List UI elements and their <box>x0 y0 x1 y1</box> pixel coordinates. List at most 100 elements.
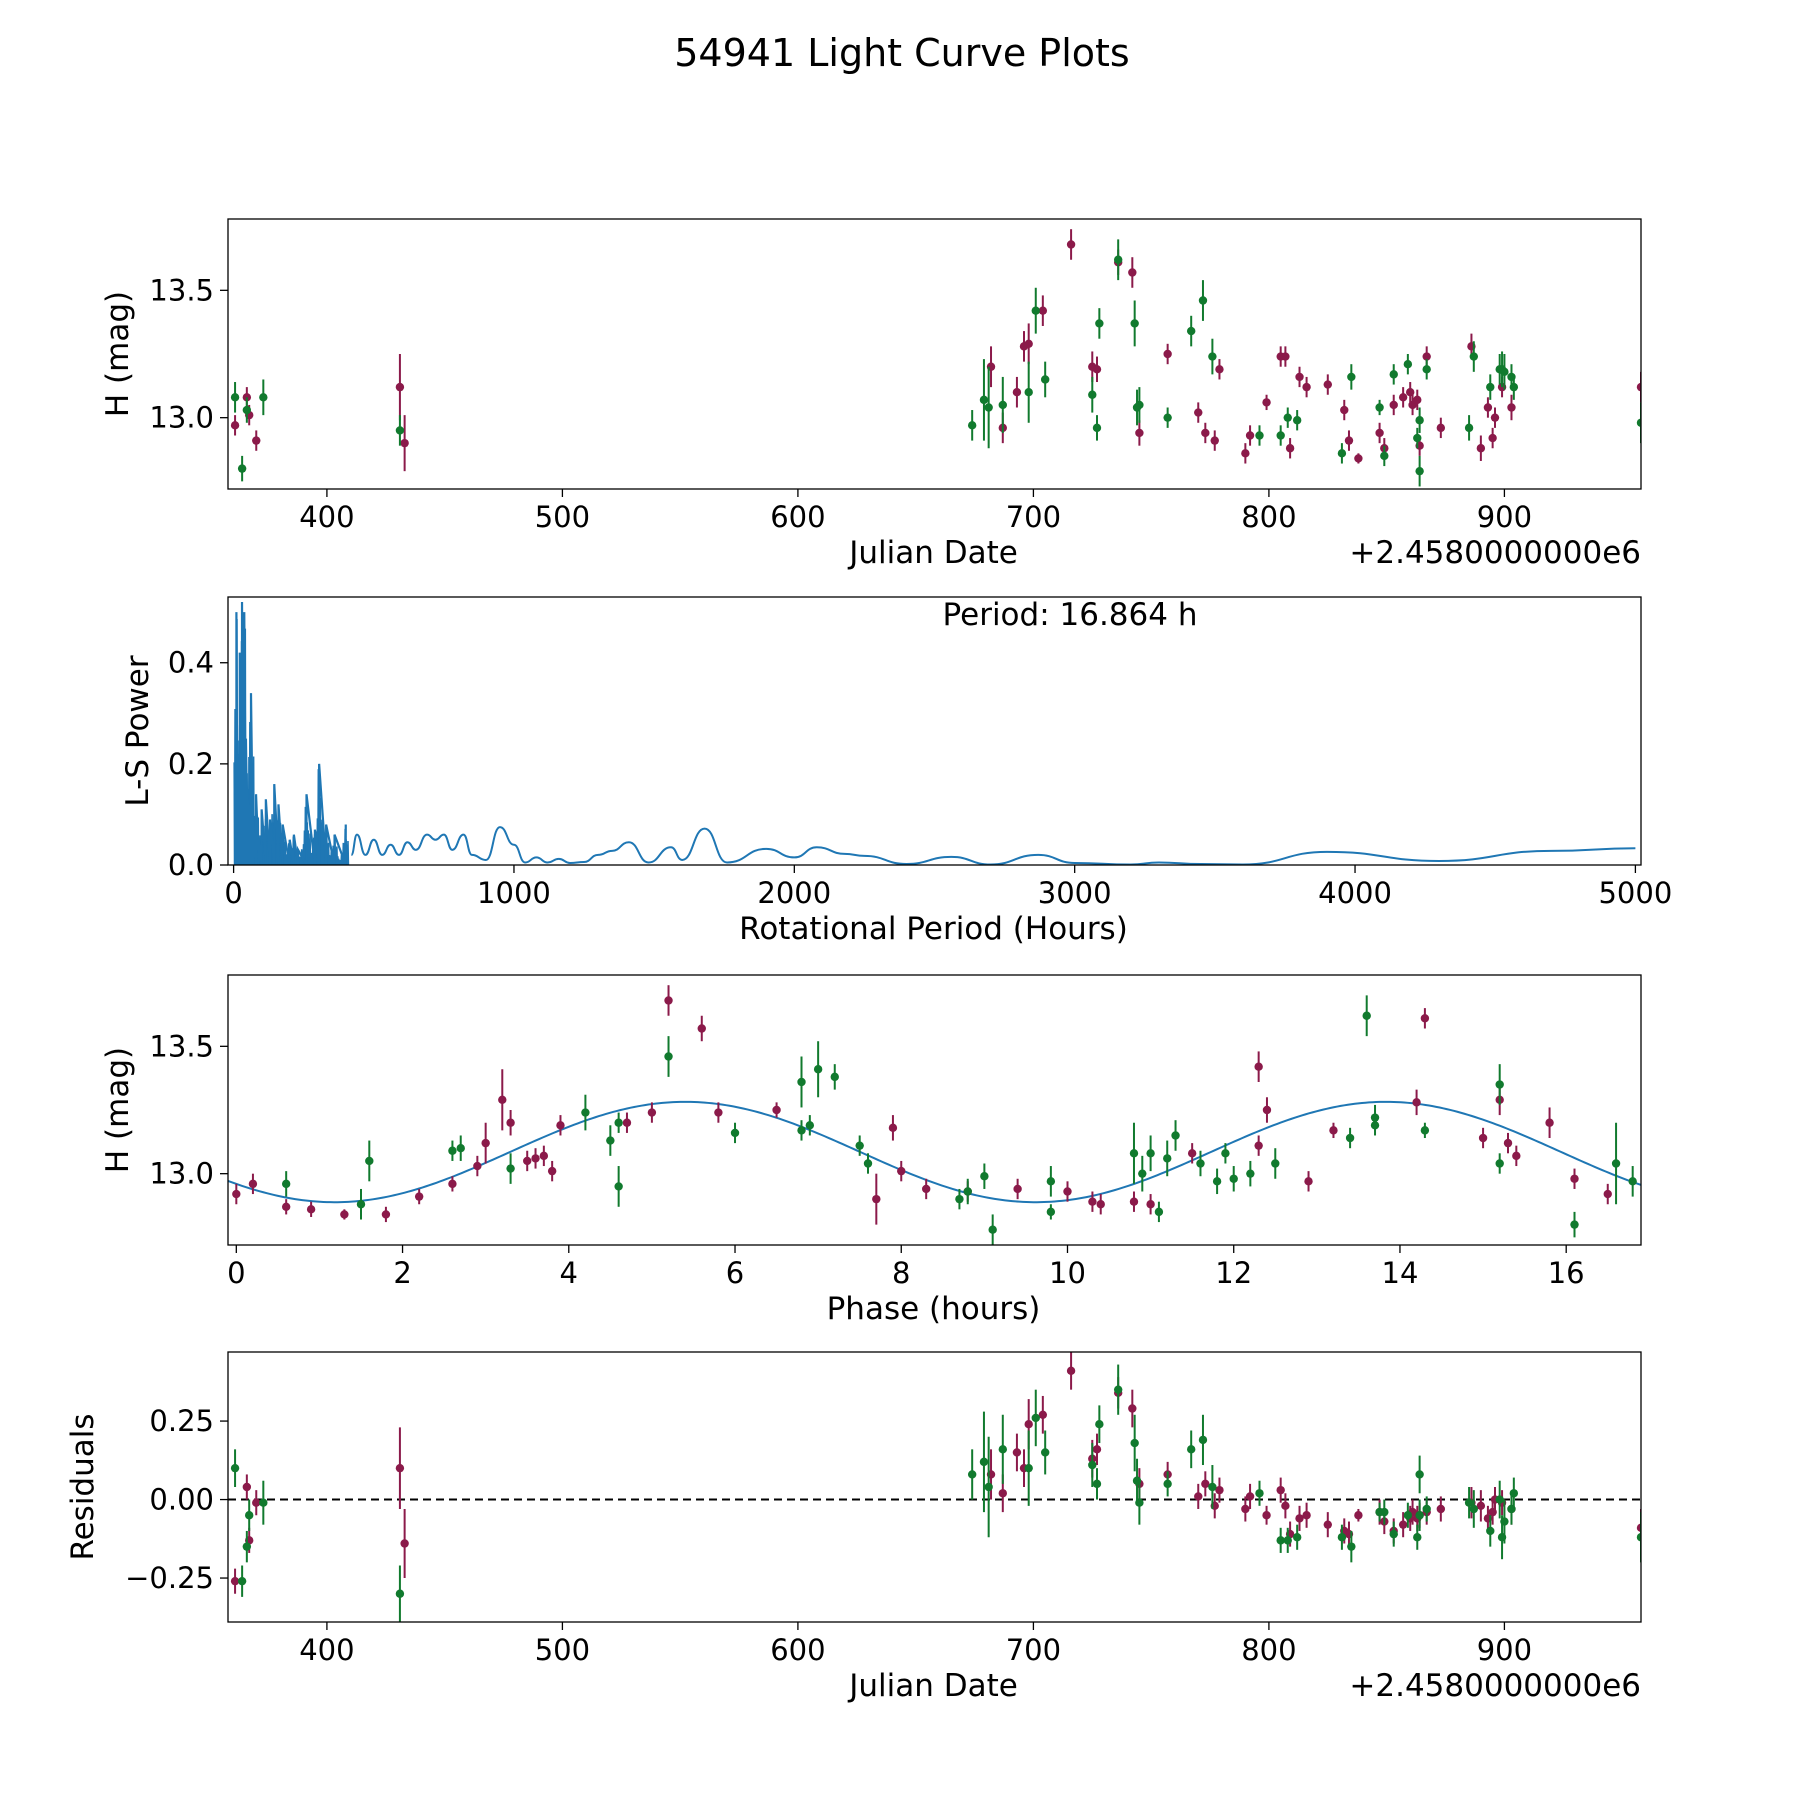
data-point <box>1210 436 1219 445</box>
data-point <box>1283 413 1292 422</box>
data-point <box>1302 1511 1311 1520</box>
data-point <box>1420 1126 1430 1135</box>
y-tick-label: 13.5 <box>149 1029 214 1063</box>
data-point <box>1340 405 1349 415</box>
x-tick-label: 4000 <box>1318 876 1392 910</box>
data-point <box>664 1052 673 1061</box>
data-point <box>1486 382 1495 392</box>
data-point <box>230 421 240 430</box>
data-point <box>1512 1151 1521 1161</box>
data-point <box>1271 1159 1280 1168</box>
data-point <box>1187 1149 1197 1158</box>
data-point <box>1389 370 1398 379</box>
x-tick-label: 16 <box>1548 1256 1585 1290</box>
data-point <box>1113 1385 1123 1394</box>
data-point <box>772 1105 781 1115</box>
data-point <box>547 1166 557 1176</box>
data-point <box>921 1184 931 1194</box>
data-point <box>448 1179 457 1189</box>
data-point <box>606 1136 615 1145</box>
data-point <box>1163 349 1172 359</box>
data-point <box>1229 1174 1238 1183</box>
data-point <box>1241 1504 1250 1514</box>
data-point <box>1163 1479 1172 1489</box>
data-point <box>230 1576 240 1586</box>
y-tick-label: 0.25 <box>149 1404 214 1438</box>
data-point <box>356 1200 366 1209</box>
data-point <box>1113 255 1123 264</box>
data-point <box>1500 367 1509 377</box>
data-point <box>1636 382 1641 392</box>
x-tick-label: 2000 <box>757 876 831 910</box>
x-tick-label: 8 <box>892 1256 910 1290</box>
residuals-panel: 400 500 600 700 800 900 −0.25 0.00 0.25 Julian Da… <box>65 1351 1642 1704</box>
data-point <box>1483 403 1493 412</box>
data-point <box>1063 1187 1072 1196</box>
data-point <box>998 1489 1007 1498</box>
y-tick-label: 0.0 <box>168 848 214 882</box>
series-filter-b <box>230 1364 1641 1622</box>
data-point <box>306 1205 316 1214</box>
data-point <box>1254 1141 1263 1150</box>
data-point <box>395 1589 405 1598</box>
data-point <box>523 1156 532 1166</box>
data-point <box>395 1463 405 1473</box>
data-point <box>1163 1154 1172 1163</box>
data-point <box>1422 1504 1431 1514</box>
data-point <box>1208 352 1217 361</box>
data-point <box>1040 1448 1050 1457</box>
figure-title: 54941 Light Curve Plots <box>674 31 1129 75</box>
x-tick-label: 3000 <box>1038 876 1112 910</box>
data-point <box>1323 380 1332 389</box>
data-point <box>1292 416 1302 425</box>
data-point <box>1507 403 1516 412</box>
data-point <box>1092 1445 1102 1454</box>
data-point <box>1031 306 1040 315</box>
data-point <box>1024 1420 1033 1429</box>
data-point <box>1403 1511 1413 1520</box>
x-tick-label: 10 <box>1049 1256 1086 1290</box>
x-tick-label: 700 <box>1006 500 1061 534</box>
data-point <box>1347 372 1356 382</box>
data-point <box>1285 444 1295 453</box>
data-point <box>1215 1485 1224 1495</box>
data-point <box>1095 319 1104 328</box>
data-point <box>1163 413 1172 422</box>
data-point <box>1031 1413 1040 1423</box>
data-point <box>1344 436 1354 445</box>
data-point <box>1135 400 1144 410</box>
data-point <box>1129 1149 1139 1158</box>
data-point <box>230 393 240 402</box>
data-point <box>1464 423 1474 433</box>
data-point <box>1295 1514 1304 1523</box>
model-curve <box>228 1100 1641 1204</box>
data-point <box>1362 1011 1371 1020</box>
data-point <box>1013 1184 1022 1194</box>
data-point <box>805 1121 815 1130</box>
x-axis-offset-label: +2.4580000000e6 <box>1349 535 1641 571</box>
data-point <box>1154 1207 1164 1217</box>
x-tick-label: 12 <box>1215 1256 1252 1290</box>
data-point <box>730 1128 740 1138</box>
data-point <box>614 1182 623 1191</box>
data-point <box>1194 408 1203 417</box>
y-tick-label: 13.0 <box>149 1157 214 1191</box>
data-point <box>1024 339 1033 349</box>
data-point <box>1611 1159 1621 1168</box>
data-point <box>1012 388 1022 397</box>
data-point <box>647 1108 657 1117</box>
data-point <box>1500 1517 1509 1526</box>
data-point <box>1262 398 1271 407</box>
data-point <box>1469 1504 1478 1514</box>
data-point <box>797 1126 806 1135</box>
data-point <box>980 1172 989 1181</box>
data-point <box>242 1482 252 1492</box>
axes-frame <box>227 974 1642 1246</box>
data-point <box>855 1141 864 1150</box>
data-point <box>797 1077 806 1087</box>
data-point <box>456 1144 465 1153</box>
data-point <box>1420 1014 1430 1023</box>
data-point <box>281 1179 291 1189</box>
data-point <box>242 1542 252 1551</box>
data-point <box>1196 1159 1205 1168</box>
